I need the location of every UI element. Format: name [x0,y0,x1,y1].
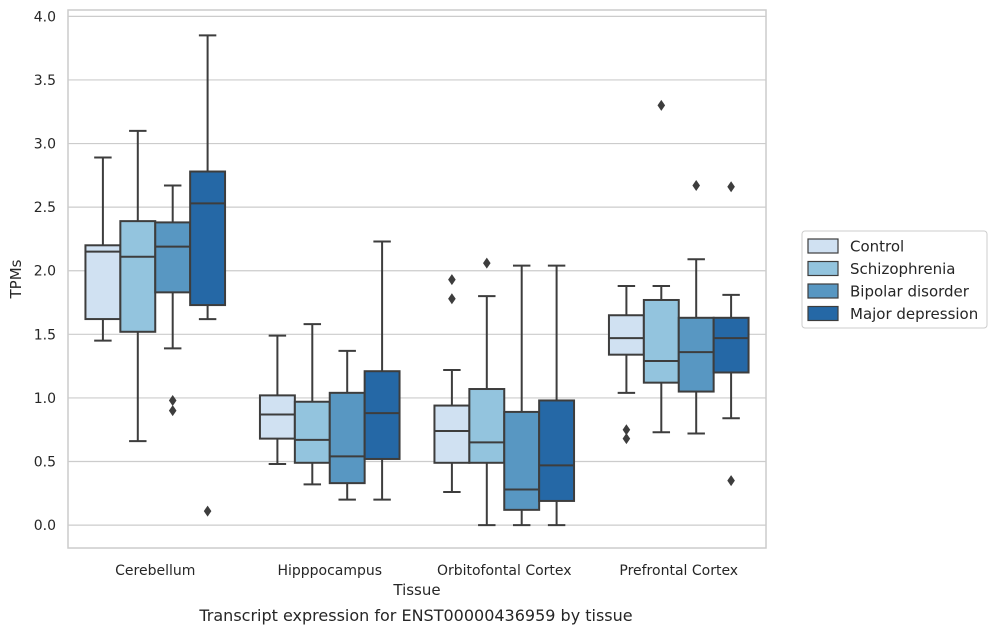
box-iqr [119,220,157,333]
legend-frame [801,230,988,329]
box-iqr [468,388,506,464]
box-major-depression [189,34,227,517]
legend-label: Schizophrenia [850,260,955,278]
box-iqr [677,316,715,393]
y-tick-label: 3.0 [34,137,56,153]
y-tick-label: 0.0 [34,518,56,534]
outlier-point [448,274,456,286]
outlier-point [622,424,631,436]
legend-swatch [807,305,839,322]
outlier-point [168,405,177,417]
x-tick-labels: Cerebellum Hipppocampus Orbitofontal Corte… [115,563,738,579]
box-iqr [712,316,750,374]
x-axis-label: Tissue [392,581,440,599]
box-bipolar-disorder [503,264,541,527]
outlier-point [203,505,212,517]
legend: Control Schizophrenia Bipolar disorder Majo… [801,230,988,329]
grid-lines [68,15,766,526]
box-iqr [258,394,296,440]
y-tick-labels: 0.0 0.5 1.0 1.5 2.0 2.5 3.0 3.5 4.0 [34,9,56,534]
y-tick-label: 4.0 [34,9,56,25]
box-bipolar-disorder [154,184,192,417]
outlier-point [622,433,631,445]
y-tick-label: 2.5 [34,200,56,216]
box-major-depression [712,181,750,487]
outlier-point [483,257,491,269]
box-bipolar-disorder [328,349,366,501]
box-schizophrenia [293,323,331,486]
y-tick-label: 0.5 [34,455,56,471]
box-iqr [154,221,192,294]
legend-label: Control [850,238,904,256]
y-axis-label: TPMs [7,259,25,299]
box-iqr [363,370,401,460]
box-schizophrenia [642,99,680,434]
box-major-depression [538,264,576,527]
box-control [433,274,471,494]
box-iqr [607,314,645,356]
outlier-point [727,475,735,487]
boxes [84,34,750,527]
x-tick-label: Hipppocampus [277,563,382,579]
outlier-point [657,99,666,111]
outlier-point [692,180,700,192]
box-iqr [433,404,471,464]
legend-swatch [807,283,839,299]
box-iqr [538,399,576,502]
outlier-point [448,293,456,305]
y-tick-label: 1.0 [34,391,56,407]
y-tick-label: 3.5 [34,73,56,89]
legend-entries: Control Schizophrenia Bipolar disorder Majo… [807,238,978,323]
x-tick-label: Prefrontal Cortex [619,563,738,579]
legend-swatch [807,260,839,277]
box-iqr [642,298,680,384]
y-tick-label: 1.5 [34,327,56,343]
outlier-point [168,394,177,406]
box-iqr [503,410,541,511]
box-control [84,156,122,342]
box-iqr [328,391,366,485]
figure-caption: Transcript expression for ENST0000043695… [199,606,633,625]
x-tick-label: Orbitofontal Cortex [437,563,572,579]
box-bipolar-disorder [677,180,715,435]
legend-label: Bipolar disorder [850,283,970,301]
box-major-depression [363,240,401,501]
x-tick-label: Cerebellum [115,563,195,579]
box-iqr [189,170,227,307]
legend-label: Major depression [850,305,978,323]
y-tick-label: 2.0 [34,264,56,280]
outlier-point [727,181,735,193]
box-iqr [84,244,122,321]
box-control [607,284,645,445]
box-iqr [293,400,331,464]
legend-swatch [807,238,839,254]
